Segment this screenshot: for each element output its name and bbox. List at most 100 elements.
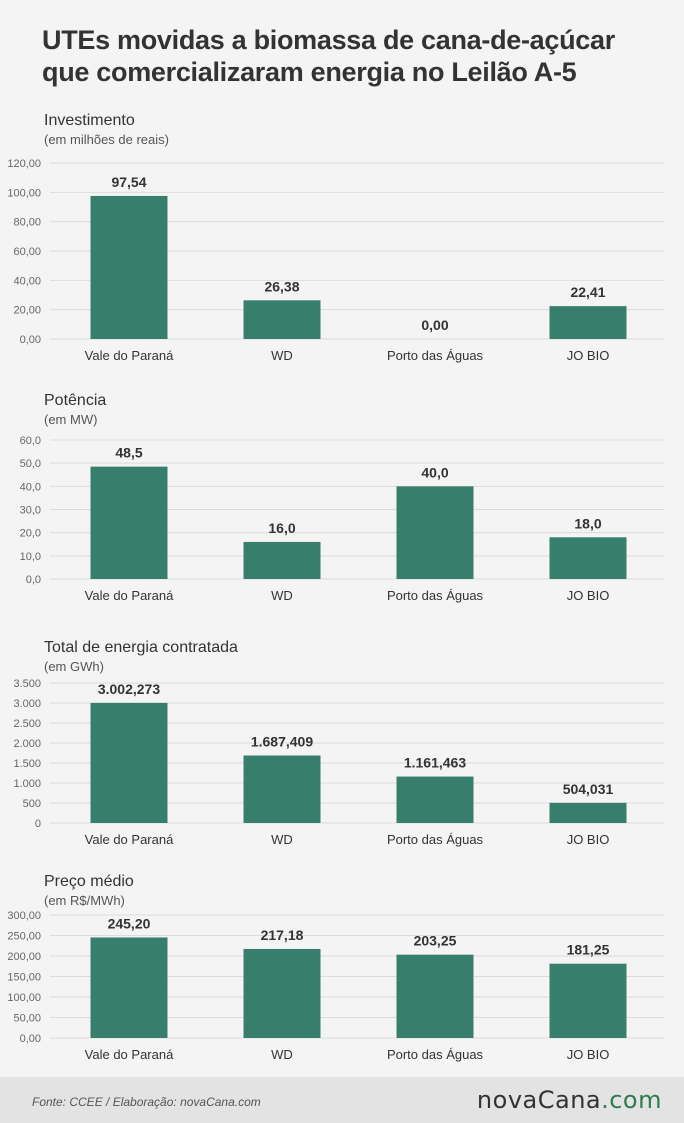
x-tick-label: Vale do Paraná (85, 1047, 174, 1062)
y-tick-label: 60,00 (13, 246, 41, 258)
y-tick-label: 10,0 (20, 551, 41, 563)
x-tick-label: Porto das Águas (387, 832, 484, 847)
chart-energia: Total de energia contratada (em GWh) 0 50… (0, 639, 684, 859)
y-tick-label: 30,0 (20, 505, 41, 517)
x-tick-label: JO BIO (567, 1047, 610, 1062)
bar (243, 755, 321, 823)
y-tick-label: 40,0 (20, 481, 41, 493)
data-label: 203,25 (414, 933, 457, 949)
chart-title: Preço médio (44, 873, 134, 890)
y-tick-label: 0,00 (20, 334, 41, 346)
bar-chart-plot: 0,00 50,00 100,00 150,00 200,00 250,00 300,00 2… (7, 910, 664, 1062)
y-tick-label: 0 (35, 818, 41, 830)
logo-domain: .com (601, 1086, 662, 1114)
x-tick-label: WD (271, 832, 293, 847)
chart-title: Total de energia contratada (44, 639, 238, 656)
y-tick-label: 100,00 (7, 187, 41, 199)
data-label: 1.687,409 (251, 734, 313, 750)
x-tick-label: Porto das Águas (387, 1047, 484, 1062)
bar (549, 963, 627, 1038)
x-tick-label: Vale do Paraná (85, 348, 174, 363)
x-tick-label: JO BIO (567, 588, 610, 603)
data-label: 22,41 (570, 284, 605, 300)
bar (90, 937, 168, 1038)
page-title-line-1: UTEs movidas a biomassa de cana-de-açúca… (42, 25, 615, 55)
x-tick-label: Porto das Águas (387, 348, 484, 363)
y-tick-label: 20,0 (20, 528, 41, 540)
data-label: 18,0 (574, 515, 601, 531)
bar (90, 702, 168, 823)
bar-chart-plot: 0,00 20,00 40,00 60,00 80,00 100,00 120,00 97,5… (7, 158, 664, 363)
y-tick-label: 500 (23, 798, 41, 810)
bar-chart-plot: 0,0 10,0 20,0 30,0 40,0 50,0 60,0 48,5 Vale do P… (20, 435, 664, 603)
y-tick-label: 80,00 (13, 217, 41, 229)
y-tick-label: 20,00 (13, 305, 41, 317)
data-label: 3.002,273 (98, 681, 160, 697)
y-tick-label: 2.000 (13, 738, 41, 750)
bar (396, 954, 474, 1038)
data-label: 26,38 (264, 278, 299, 294)
bar (243, 541, 321, 579)
y-tick-label: 150,00 (7, 972, 41, 984)
chart-subtitle: (em GWh) (44, 659, 104, 674)
y-tick-label: 0,0 (26, 574, 41, 586)
novacana-logo[interactable]: novaCana.com (477, 1086, 662, 1114)
chart-title: Potência (44, 392, 107, 409)
data-label: 16,0 (268, 520, 295, 536)
y-tick-label: 300,00 (7, 910, 41, 922)
bar-chart-plot: 0 500 1.000 1.500 2.000 2.500 3.000 3.500 3.002,… (13, 678, 664, 847)
x-tick-label: Vale do Paraná (85, 588, 174, 603)
x-tick-label: Porto das Águas (387, 588, 484, 603)
data-label: 217,18 (261, 927, 304, 943)
data-label: 245,20 (108, 915, 151, 931)
y-tick-label: 250,00 (7, 931, 41, 943)
logo-text: novaCana (476, 1086, 602, 1114)
x-tick-label: WD (271, 348, 293, 363)
data-label: 181,25 (567, 942, 610, 958)
bar (90, 466, 168, 579)
data-label: 40,0 (421, 464, 448, 480)
x-tick-label: JO BIO (567, 832, 610, 847)
chart-investimento: Investimento (em milhões de reais) 0,00 2… (0, 112, 684, 372)
chart-potencia: Potência (em MW) 0,0 10,0 20,0 30,0 40,0 50,0… (0, 392, 684, 612)
y-tick-label: 1.500 (13, 758, 41, 770)
y-tick-label: 3.000 (13, 698, 41, 710)
page-title: UTEs movidas a biomassa de cana-de-açúca… (42, 24, 662, 88)
x-tick-label: WD (271, 588, 293, 603)
y-tick-label: 2.500 (13, 718, 41, 730)
y-tick-label: 60,0 (20, 435, 41, 447)
data-label: 504,031 (563, 781, 614, 797)
bar (243, 300, 321, 339)
data-label: 0,00 (421, 317, 448, 333)
bar (396, 776, 474, 823)
bar (396, 486, 474, 579)
footer: Fonte: CCEE / Elaboração: novaCana.com n… (0, 1077, 684, 1123)
bar (90, 195, 168, 339)
chart-title: Investimento (44, 112, 135, 129)
x-tick-label: JO BIO (567, 348, 610, 363)
y-tick-label: 120,00 (7, 158, 41, 170)
source-note: Fonte: CCEE / Elaboração: novaCana.com (32, 1095, 261, 1109)
chart-subtitle: (em R$/MWh) (44, 893, 125, 908)
bar (243, 948, 321, 1038)
y-tick-label: 200,00 (7, 951, 41, 963)
y-tick-label: 3.500 (13, 678, 41, 690)
chart-subtitle: (em MW) (44, 412, 98, 427)
y-tick-label: 40,00 (13, 275, 41, 287)
data-label: 1.161,463 (404, 755, 466, 771)
bar (549, 306, 627, 339)
chart-preco: Preço médio (em R$/MWh) 0,00 50,00 100,00 1… (0, 873, 684, 1073)
y-tick-label: 50,0 (20, 458, 41, 470)
chart-subtitle: (em milhões de reais) (44, 132, 169, 147)
x-tick-label: Vale do Paraná (85, 832, 174, 847)
y-tick-label: 100,00 (7, 992, 41, 1004)
bar (549, 802, 627, 823)
data-label: 97,54 (111, 174, 146, 190)
y-tick-label: 0,00 (20, 1033, 41, 1045)
bar (549, 537, 627, 579)
y-tick-label: 1.000 (13, 778, 41, 790)
page-title-line-2: que comercializaram energia no Leilão A-… (42, 57, 577, 87)
x-tick-label: WD (271, 1047, 293, 1062)
data-label: 48,5 (115, 445, 142, 461)
y-tick-label: 50,00 (13, 1013, 41, 1025)
